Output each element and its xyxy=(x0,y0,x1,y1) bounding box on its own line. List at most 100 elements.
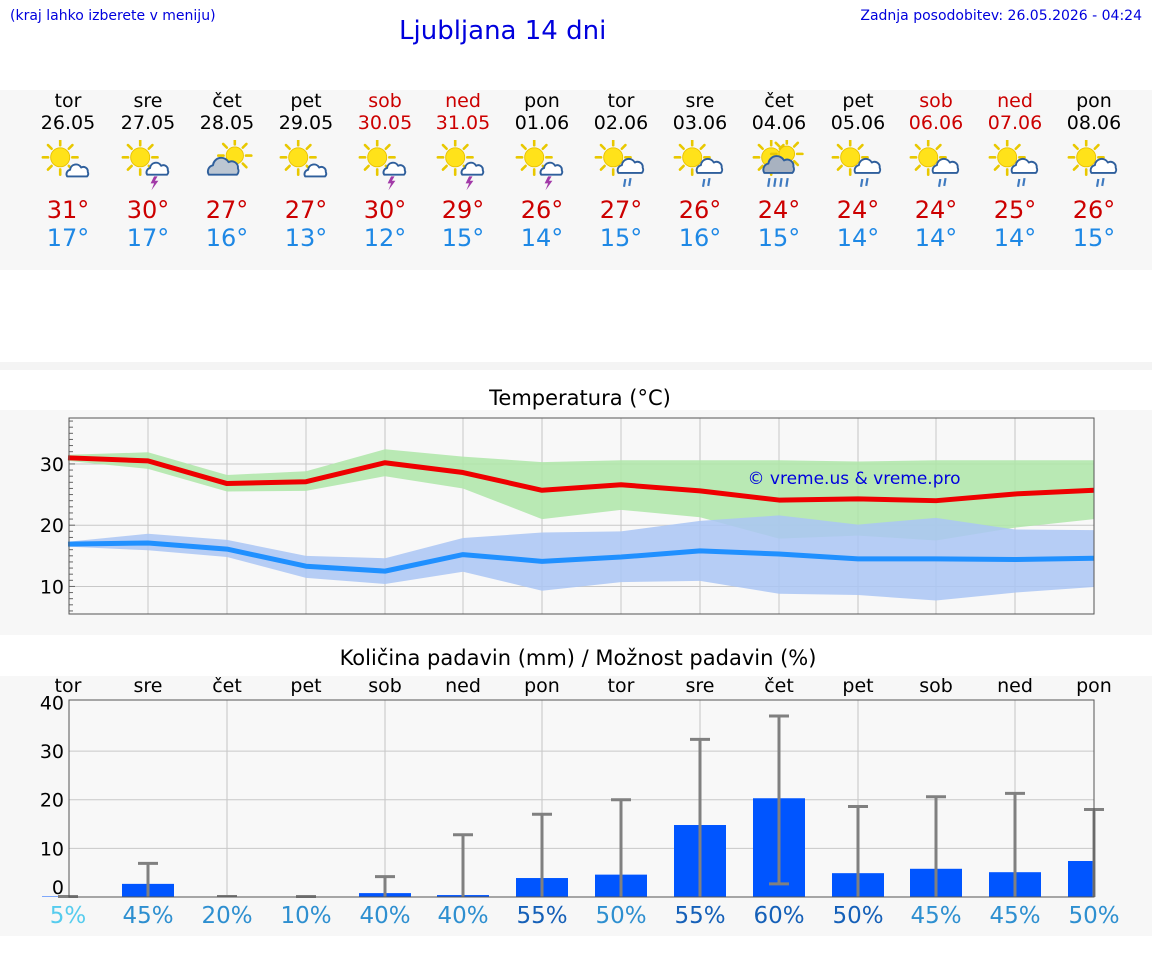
precipitation-chance: 5% xyxy=(49,903,87,929)
day-date: 07.06 xyxy=(987,112,1043,134)
partly-cloudy-icon xyxy=(279,140,328,178)
day-column: čet 04.06 24° 15° xyxy=(740,90,818,252)
day-date: 02.06 xyxy=(593,112,649,134)
day-column: sre 27.05 30° 17° xyxy=(109,90,187,252)
max-temperature: 27° xyxy=(599,196,643,224)
precipitation-chance: 60% xyxy=(753,903,805,929)
thunderstorm-sun-icon xyxy=(121,140,170,191)
max-temperature: 24° xyxy=(836,196,880,224)
precipitation-chance: 50% xyxy=(1068,903,1120,929)
day-name: pet xyxy=(290,90,322,112)
daily-forecast-strip: tor 26.05 31° 17° sre 27.05 30° 17° čet 28.05 27° 1… xyxy=(0,90,1152,270)
day-date: 30.05 xyxy=(357,112,413,134)
min-temperature: 13° xyxy=(284,224,328,252)
day-date: 01.06 xyxy=(514,112,570,134)
day-name: sob xyxy=(368,90,402,112)
min-temperature: 14° xyxy=(836,224,880,252)
x-tick-label: čet xyxy=(764,675,794,697)
max-temperature: 26° xyxy=(1072,196,1116,224)
thunderstorm-sun-icon xyxy=(515,140,564,191)
min-temperature: 16° xyxy=(678,224,722,252)
rain-sun-icon xyxy=(909,140,960,187)
min-temperature: 16° xyxy=(205,224,249,252)
x-tick-label: sre xyxy=(686,675,715,697)
day-name: pon xyxy=(524,90,560,112)
plot-frame xyxy=(68,417,1095,615)
y-tick-label: 20 xyxy=(40,515,64,537)
day-date: 08.06 xyxy=(1066,112,1122,134)
y-tick-label: 0 xyxy=(52,877,64,899)
day-date: 06.06 xyxy=(908,112,964,134)
day-column: tor 26.05 31° 17° xyxy=(29,90,107,252)
thunderstorm-sun-icon xyxy=(436,140,485,191)
min-temperature: 14° xyxy=(520,224,564,252)
x-tick-label: sob xyxy=(368,675,402,697)
last-update: Zadnja posodobitev: 26.05.2026 - 04:24 xyxy=(860,8,1142,24)
min-temperature-line xyxy=(67,540,1095,574)
max-temperature: 31° xyxy=(46,196,90,224)
precipitation-chance: 55% xyxy=(674,903,726,929)
precipitation-chance: 50% xyxy=(595,903,647,929)
x-tick-label: sob xyxy=(919,675,953,697)
day-name: čet xyxy=(764,90,794,112)
precipitation-chance: 20% xyxy=(201,903,253,929)
max-temperature: 29° xyxy=(441,196,485,224)
min-temperature: 12° xyxy=(363,224,407,252)
x-tick-label: sre xyxy=(134,675,163,697)
y-tick-label: 30 xyxy=(40,741,64,763)
max-temperature: 26° xyxy=(678,196,722,224)
day-column: pon 01.06 26° 14° xyxy=(503,90,581,252)
day-date: 28.05 xyxy=(199,112,255,134)
x-tick-label: čet xyxy=(212,675,242,697)
min-temperature: 15° xyxy=(599,224,643,252)
day-name: sre xyxy=(685,90,715,112)
y-tick-label: 10 xyxy=(40,576,64,598)
precipitation-chance: 55% xyxy=(516,903,568,929)
rain-sun-icon xyxy=(594,140,645,187)
day-name: sre xyxy=(133,90,163,112)
rain-sun-icon xyxy=(831,140,882,187)
temperature-chart: 10 20 30 © vreme.us & vreme.pro xyxy=(40,417,1095,615)
x-tick-label: pet xyxy=(842,675,873,697)
x-tick-label: pon xyxy=(1076,675,1112,697)
mostly-cloudy-icon xyxy=(206,140,253,176)
y-tick-label: 30 xyxy=(40,454,64,476)
day-column: pon 08.06 26° 15° xyxy=(1055,90,1133,252)
min-temperature: 14° xyxy=(993,224,1037,252)
x-tick-label: pet xyxy=(290,675,321,697)
day-date: 27.05 xyxy=(120,112,176,134)
min-temperature: 15° xyxy=(757,224,801,252)
day-column: pet 29.05 27° 13° xyxy=(267,90,345,252)
min-temperature: 17° xyxy=(46,224,90,252)
day-name: pon xyxy=(1076,90,1112,112)
day-date: 03.06 xyxy=(672,112,728,134)
precipitation-chart: tor sre čet pet sob ned pon tor sre čet pet sob ned p… xyxy=(40,675,1112,899)
location-hint: (kraj lahko izberete v meniju) xyxy=(10,8,216,24)
min-temperature: 15° xyxy=(441,224,485,252)
temperature-chart-panel: Temperatura (°C) 10 20 30 © vreme.us & vrem… xyxy=(0,386,1152,635)
precipitation-chance: 45% xyxy=(122,903,174,929)
y-tick-label: 10 xyxy=(40,838,64,860)
max-temperature: 25° xyxy=(993,196,1037,224)
day-name: tor xyxy=(607,90,635,112)
x-tick-label: tor xyxy=(55,675,82,697)
day-column: tor 02.06 27° 15° xyxy=(582,90,660,252)
x-tick-label: ned xyxy=(445,675,481,697)
min-temperature: 17° xyxy=(126,224,170,252)
day-name: sob xyxy=(919,90,953,112)
precipitation-chance: 45% xyxy=(910,903,962,929)
max-temperature: 30° xyxy=(363,196,407,224)
y-tick-label: 40 xyxy=(40,692,64,714)
day-date: 29.05 xyxy=(278,112,334,134)
day-date: 26.05 xyxy=(40,112,96,134)
thunderstorm-sun-icon xyxy=(358,140,407,191)
day-column: sob 06.06 24° 14° xyxy=(897,90,975,252)
max-temperature: 30° xyxy=(126,196,170,224)
x-tick-label: pon xyxy=(524,675,560,697)
rain-sun-icon xyxy=(988,140,1039,187)
heavy-rain-sun-icon xyxy=(752,140,804,187)
max-temperature: 27° xyxy=(284,196,328,224)
precipitation-chance: 10% xyxy=(280,903,332,929)
separator xyxy=(0,362,1152,370)
day-date: 04.06 xyxy=(751,112,807,134)
